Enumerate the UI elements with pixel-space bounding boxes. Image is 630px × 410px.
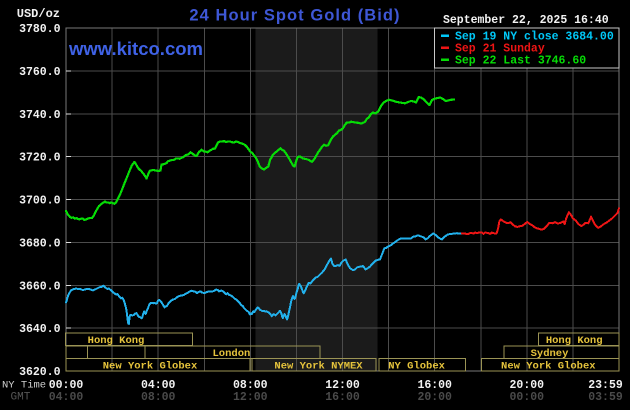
svg-text:04:00: 04:00 xyxy=(141,379,176,392)
svg-text:3700.0: 3700.0 xyxy=(19,195,61,208)
svg-text:08:00: 08:00 xyxy=(141,391,176,404)
svg-text:Sep 19 NY close 3684.00: Sep 19 NY close 3684.00 xyxy=(455,31,614,44)
svg-text:3660.0: 3660.0 xyxy=(19,280,61,293)
svg-text:00:00: 00:00 xyxy=(49,379,84,392)
svg-text:3740.0: 3740.0 xyxy=(19,109,61,122)
svg-text:NY Globex: NY Globex xyxy=(388,360,445,372)
svg-text:24 Hour Spot Gold (Bid): 24 Hour Spot Gold (Bid) xyxy=(189,7,400,25)
svg-text:GMT: GMT xyxy=(11,392,31,404)
svg-text:23:59: 23:59 xyxy=(588,379,623,392)
svg-text:3680.0: 3680.0 xyxy=(19,237,61,250)
svg-text:20:00: 20:00 xyxy=(510,379,545,392)
svg-text:New York Globex: New York Globex xyxy=(103,360,198,372)
svg-text:Sep 21 Sunday: Sep 21 Sunday xyxy=(455,43,545,56)
svg-text:Sep 22 Last 3746.60: Sep 22 Last 3746.60 xyxy=(455,55,586,68)
svg-text:04:00: 04:00 xyxy=(49,391,84,404)
svg-text:Sydney: Sydney xyxy=(531,348,570,360)
svg-text:12:00: 12:00 xyxy=(325,379,360,392)
svg-text:00:00: 00:00 xyxy=(510,391,545,404)
svg-text:16:00: 16:00 xyxy=(325,391,360,404)
svg-text:Hong Kong: Hong Kong xyxy=(546,335,603,347)
svg-text:3720.0: 3720.0 xyxy=(19,152,61,165)
svg-text:3760.0: 3760.0 xyxy=(19,66,61,79)
svg-text:USD/oz: USD/oz xyxy=(17,7,60,21)
svg-text:Hong Kong: Hong Kong xyxy=(88,335,145,347)
svg-text:16:00: 16:00 xyxy=(417,379,452,392)
svg-text:08:00: 08:00 xyxy=(233,379,268,392)
svg-text:3780.0: 3780.0 xyxy=(19,23,61,36)
svg-text:NY Time: NY Time xyxy=(2,380,46,392)
svg-text:03:59: 03:59 xyxy=(588,391,623,404)
svg-text:New York Globex: New York Globex xyxy=(501,360,596,372)
svg-text:New York NYMEX: New York NYMEX xyxy=(274,360,363,372)
svg-text:September 22, 2025 16:40: September 22, 2025 16:40 xyxy=(443,14,609,27)
svg-text:3640.0: 3640.0 xyxy=(19,323,61,336)
svg-text:20:00: 20:00 xyxy=(417,391,452,404)
svg-text:London: London xyxy=(212,348,250,360)
svg-text:www.kitco.com: www.kitco.com xyxy=(68,38,203,59)
svg-text:3620.0: 3620.0 xyxy=(19,366,61,379)
svg-text:12:00: 12:00 xyxy=(233,391,268,404)
